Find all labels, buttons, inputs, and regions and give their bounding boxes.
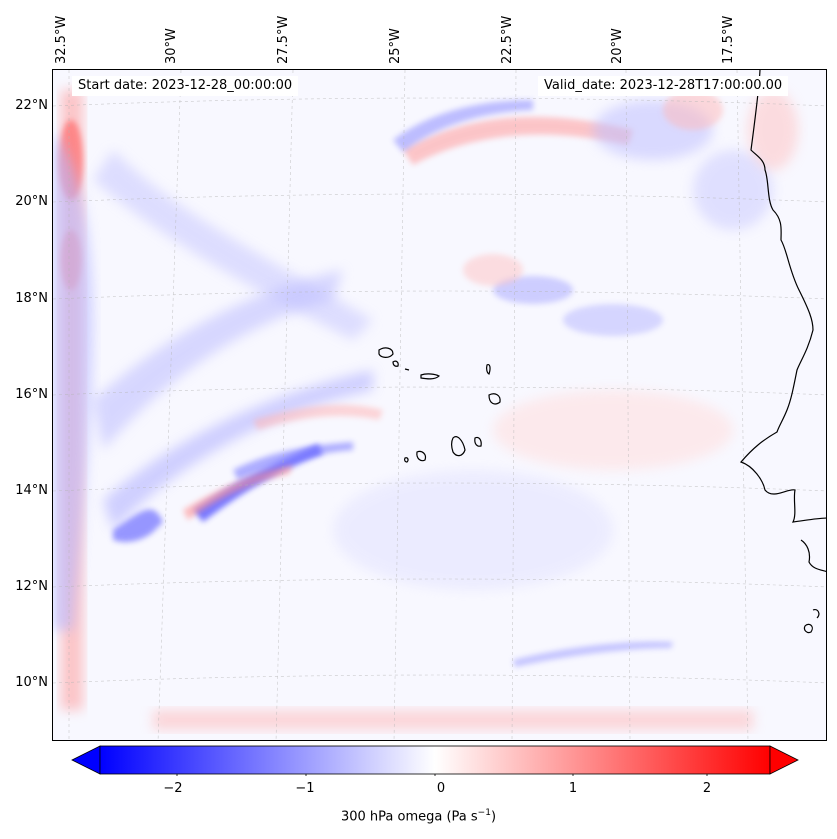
omega-streak-red-2	[253, 404, 383, 430]
gridline-lat-16n	[53, 386, 826, 396]
island-brava	[404, 457, 409, 463]
coast-mauritania-senegal	[739, 70, 826, 523]
island-sal	[486, 363, 491, 375]
gridline-lon-25w	[393, 70, 406, 740]
omega-band-blue-west	[53, 130, 93, 630]
island-santo-antao	[378, 347, 394, 358]
colorbar-tick-marks	[176, 774, 708, 776]
coast-bijagos	[803, 609, 820, 634]
omega-patch-blue-mid-1	[493, 276, 573, 304]
colorbar-tick-1: 1	[568, 781, 578, 796]
lat-label-10n: 10°N	[15, 675, 48, 690]
graticule	[53, 70, 826, 740]
colorbar-bar	[99, 745, 771, 775]
gridline-lat-12n	[53, 578, 826, 588]
lon-label-17-5w: 17.5°W	[721, 15, 736, 64]
map-panel	[52, 69, 827, 741]
omega-patch-blue-mid-2	[563, 304, 663, 336]
cape-verde-islands	[378, 347, 501, 463]
omega-arc-blue-northeast	[393, 100, 533, 152]
start-date-label: Start date: 2023-12-28_00:00:00	[72, 76, 299, 96]
gridline-lon-27-5w	[275, 70, 294, 740]
gridline-lon-17-5w	[736, 70, 749, 740]
lon-label-22-5w: 22.5°W	[500, 15, 515, 64]
lat-label-20n: 20°N	[15, 194, 48, 209]
lat-label-12n: 12°N	[15, 579, 48, 594]
gridline-lon-20w	[625, 70, 631, 740]
omega-patch-blue-center	[333, 470, 613, 590]
omega-streak-blue-strong	[193, 444, 323, 522]
colorbar-label-exponent: −1	[477, 808, 491, 818]
omega-band-red-bottom	[153, 710, 753, 730]
omega-patch-red-ne-1	[663, 90, 723, 130]
omega-patch-red-mid	[463, 254, 523, 286]
lat-label-22n: 22°N	[15, 98, 48, 113]
island-sao-nicolau	[420, 373, 441, 380]
omega-streak-red-1	[183, 465, 293, 520]
omega-arc-red-northeast	[403, 116, 633, 165]
valid-date-label: Valid_date: 2023-12-28T17:00:00.00	[538, 76, 789, 96]
omega-streak-blue-lower	[233, 442, 353, 480]
lon-label-25w: 25°W	[388, 28, 403, 64]
island-santa-luzia	[404, 368, 410, 371]
omega-streak-blue-southeast	[513, 641, 673, 667]
colorbar-tick-0: 0	[436, 781, 446, 796]
colorbar-tick-2: 2	[702, 781, 712, 796]
gridline-lat-10n	[53, 674, 826, 684]
omega-field-map	[53, 70, 826, 740]
africa-coastline	[739, 70, 826, 634]
colorbar-tick-neg1: −1	[295, 781, 315, 796]
lat-label-16n: 16°N	[15, 387, 48, 402]
gridline-lon-22-5w	[511, 70, 517, 740]
lon-label-20w: 20°W	[610, 28, 625, 64]
omega-streak-blue-mid	[113, 509, 163, 543]
coast-guinea-bissau	[800, 539, 826, 572]
island-fogo	[416, 450, 427, 462]
gridline-lat-14n	[53, 482, 826, 492]
lon-label-27-5w: 27.5°W	[276, 15, 291, 64]
island-sao-vicente	[392, 360, 399, 367]
omega-patch-blue-ne-2	[693, 150, 773, 230]
colorbar-label: 300 hPa omega (Pa s−1)	[0, 808, 837, 824]
colorbar	[71, 745, 799, 776]
omega-shading	[53, 90, 798, 730]
omega-patch-red-ne-2	[748, 90, 798, 170]
omega-patch-red-south	[493, 390, 733, 470]
lat-label-14n: 14°N	[15, 483, 48, 498]
colorbar-label-main: 300 hPa omega (Pa s	[340, 809, 478, 825]
colorbar-tick-neg2: −2	[163, 781, 183, 796]
gridline-lat-22n	[53, 97, 826, 107]
lon-label-32-5w: 32.5°W	[54, 15, 69, 64]
lat-label-18n: 18°N	[15, 291, 48, 306]
lon-label-30w: 30°W	[164, 28, 179, 64]
island-maio	[474, 436, 482, 447]
omega-band-blue-diag-1	[93, 270, 343, 450]
colorbar-extend-min-arrow	[71, 745, 101, 775]
island-santiago	[450, 436, 466, 457]
gridline-lon-30w	[157, 70, 182, 740]
gridline-lat-18n	[53, 290, 826, 300]
gridline-lat-20n	[53, 193, 826, 203]
colorbar-extend-max-arrow	[769, 745, 799, 775]
omega-band-blue-diag-2	[103, 370, 373, 530]
island-boa-vista	[488, 393, 501, 405]
colorbar-label-end: )	[490, 809, 497, 825]
